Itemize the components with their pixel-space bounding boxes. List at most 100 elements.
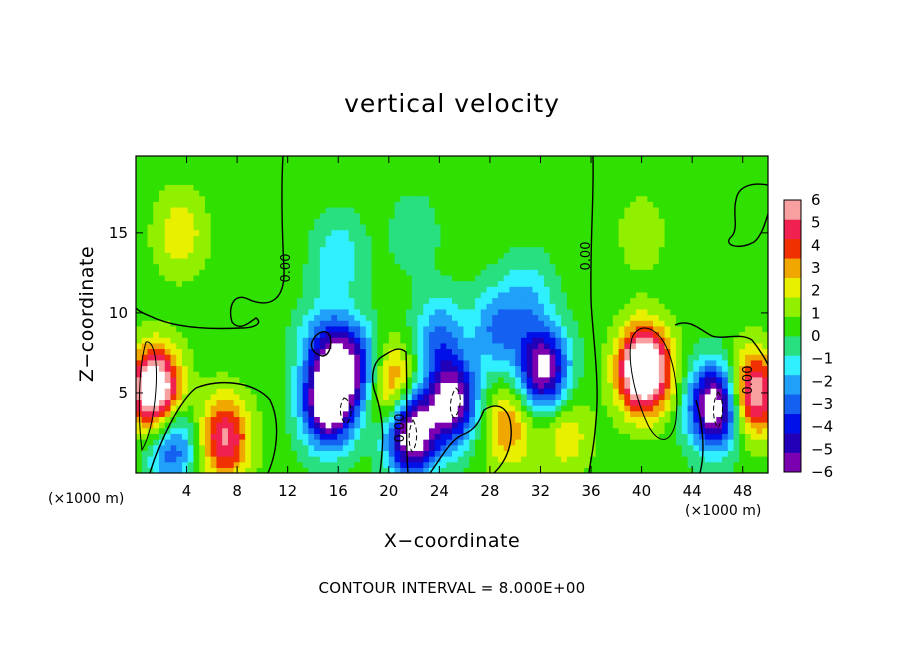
field-cell — [756, 405, 763, 412]
field-cell — [360, 433, 367, 440]
field-cell — [446, 444, 453, 451]
field-cell — [400, 410, 407, 417]
field-cell — [538, 291, 545, 299]
field-cell — [233, 320, 241, 327]
field-cell — [739, 376, 746, 384]
field-cell — [319, 393, 327, 401]
field-cell — [239, 376, 246, 384]
field-cell — [492, 388, 499, 395]
field-cell — [515, 314, 522, 321]
field-cell — [158, 331, 166, 338]
field-cell — [342, 405, 350, 412]
field-cell — [566, 444, 574, 451]
field-cell — [360, 444, 367, 451]
field-cell — [756, 257, 763, 265]
field-cell — [164, 291, 172, 299]
field-cell — [147, 235, 154, 242]
field-cell — [423, 257, 430, 265]
field-cell — [383, 297, 390, 304]
field-cell — [440, 308, 447, 316]
field-cell — [486, 325, 493, 333]
field-cell — [170, 308, 177, 316]
field-cell — [469, 388, 476, 395]
field-cell — [589, 433, 597, 440]
field-cell — [342, 393, 350, 401]
field-cell — [704, 467, 712, 473]
field-cell — [302, 382, 309, 389]
field-cell — [566, 416, 574, 423]
field-cell — [750, 337, 758, 344]
field-cell — [474, 337, 482, 344]
field-cell — [561, 450, 568, 457]
field-cell — [158, 257, 166, 265]
field-cell — [647, 427, 654, 434]
field-cell — [245, 371, 252, 378]
field-cell — [716, 354, 723, 361]
field-cell — [630, 325, 637, 333]
field-cell — [750, 308, 758, 316]
field-cell — [411, 365, 419, 372]
field-cell — [164, 229, 172, 236]
field-cell — [612, 263, 620, 270]
field-cell — [273, 376, 281, 384]
field-cell — [538, 314, 545, 321]
field-cell — [250, 371, 258, 378]
field-cell — [434, 308, 442, 316]
field-cell — [676, 422, 683, 429]
field-cell — [371, 274, 378, 282]
field-cell — [584, 382, 591, 389]
field-cell — [291, 342, 298, 350]
field-cell — [331, 410, 338, 417]
field-cell — [394, 382, 401, 389]
field-cell — [630, 291, 637, 299]
field-cell — [354, 365, 361, 372]
field-cell — [383, 422, 390, 429]
field-cell — [532, 427, 539, 434]
field-cell — [354, 337, 361, 344]
field-cell — [245, 325, 252, 333]
field-cell — [446, 382, 453, 389]
field-cell — [279, 325, 286, 333]
field-cell — [693, 297, 700, 304]
field-cell — [716, 246, 723, 253]
field-cell — [434, 274, 442, 282]
field-cell — [727, 354, 735, 361]
field-cell — [526, 439, 534, 446]
field-cell — [457, 348, 465, 355]
field-cell — [383, 274, 390, 282]
field-cell — [141, 314, 149, 321]
field-cell — [222, 427, 229, 434]
field-cell — [360, 303, 367, 310]
field-cell — [291, 274, 298, 282]
field-cell — [256, 320, 263, 327]
field-cell — [635, 467, 643, 473]
field-cell — [227, 405, 235, 412]
field-cell — [572, 325, 579, 333]
field-cell — [314, 393, 321, 401]
field-cell — [296, 382, 304, 389]
field-cell — [291, 456, 298, 463]
field-cell — [497, 410, 505, 417]
field-cell — [722, 393, 729, 401]
field-cell — [446, 365, 453, 372]
field-cell — [572, 286, 579, 293]
field-cell — [308, 240, 315, 248]
field-cell — [710, 450, 717, 457]
field-cell — [463, 303, 470, 310]
field-cell — [538, 348, 545, 355]
field-cell — [676, 246, 683, 253]
field-cell — [624, 252, 631, 259]
field-cell — [377, 223, 384, 231]
field-cell — [331, 303, 338, 310]
field-cell — [739, 303, 746, 310]
field-cell — [394, 320, 401, 327]
field-cell — [279, 297, 286, 304]
field-cell — [745, 371, 752, 378]
field-cell — [469, 461, 476, 468]
field-cell — [245, 212, 252, 219]
field-cell — [406, 291, 413, 299]
field-cell — [716, 314, 723, 321]
field-cell — [497, 348, 505, 355]
field-cell — [716, 303, 723, 310]
field-cell — [526, 274, 534, 282]
